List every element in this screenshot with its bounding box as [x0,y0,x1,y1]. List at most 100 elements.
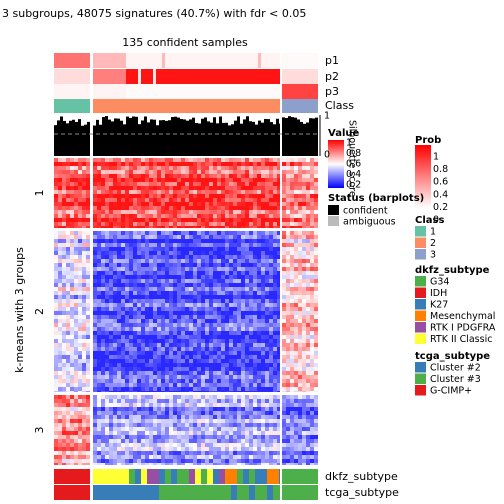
heatmap-cell [93,395,97,399]
heatmap-cell [177,327,181,331]
heatmap-cell [54,463,58,465]
heatmap-cell [189,275,193,279]
heatmap-cell [109,166,113,170]
heatmap-cell [193,287,197,291]
heatmap-cell [290,206,294,210]
heatmap-cell [137,235,141,239]
heatmap-cell [229,415,233,419]
heatmap-cell [54,451,58,455]
heatmap-cell [62,174,66,178]
heatmap-cell [273,291,277,295]
heatmap-cell [149,251,153,255]
heatmap-cell [265,239,269,243]
heatmap-cell [113,323,117,327]
heatmap-cell [265,423,269,427]
heatmap-cell [161,251,165,255]
heatmap-cell [213,447,217,451]
heatmap-cell [58,202,62,206]
heatmap-cell [253,202,257,206]
heatmap-cell [129,218,133,222]
heatmap-cell [273,327,277,331]
heatmap-cell [149,455,153,459]
heatmap-cell [205,243,209,247]
heatmap-cell [70,415,74,419]
heatmap-cell [97,379,101,383]
heatmap-cell [149,431,153,435]
heatmap-cell [253,355,257,359]
heatmap-cell [282,303,286,307]
heatmap-cell [290,367,294,371]
heatmap-cell [58,222,62,226]
row-title: k-means with 3 groups [13,247,26,373]
heatmap-cell [169,351,173,355]
heatmap-cell [62,214,66,218]
heatmap-cell [117,419,121,423]
heatmap-cell [165,259,169,263]
heatmap-cell [241,158,245,162]
heatmap-cell [157,343,161,347]
heatmap-cell [129,423,133,427]
heatmap-cell [310,375,314,379]
heatmap-cell [169,331,173,335]
heatmap-cell [201,431,205,435]
heatmap-cell [282,455,286,459]
heatmap-cell [217,395,221,399]
heatmap-cell [125,287,129,291]
heatmap-cell [153,214,157,218]
heatmap-cell [125,178,129,182]
heatmap-cell [185,218,189,222]
heatmap-cell [54,351,58,355]
heatmap-cell [193,447,197,451]
heatmap-cell [273,463,277,465]
heatmap-cell [282,291,286,295]
heatmap-cell [229,359,233,363]
heatmap-cell [221,279,225,283]
heatmap-cell [109,206,113,210]
heatmap-cell [141,439,145,443]
heatmap-cell [117,271,121,275]
heatmap-cell [149,275,153,279]
heatmap-cell [229,255,233,259]
heatmap-cell [290,359,294,363]
heatmap-cell [157,367,161,371]
heatmap-cell [249,259,253,263]
heatmap-cell [282,307,286,311]
heatmap-cell [66,443,70,447]
heatmap-cell [273,222,277,226]
heatmap-cell [97,331,101,335]
heatmap-cell [233,218,237,222]
heatmap-cell [185,247,189,251]
heatmap-cell [290,218,294,222]
heatmap-cell [237,206,241,210]
heatmap-cell [66,431,70,435]
heatmap-cell [257,311,261,315]
heatmap-cell [58,210,62,214]
heatmap-cell [221,283,225,287]
heatmap-cell [245,299,249,303]
heatmap-cell [157,222,161,226]
heatmap-cell [277,339,280,343]
heatmap-cell [290,174,294,178]
heatmap-cell [82,375,86,379]
heatmap-cell [225,319,229,323]
heatmap-cell [109,343,113,347]
heatmap-cell [221,198,225,202]
heatmap-cell [113,283,117,287]
heatmap-cell [54,407,58,411]
heatmap-cell [286,367,290,371]
heatmap-cell [62,186,66,190]
heatmap-cell [257,395,261,399]
heatmap-cell [101,190,105,194]
heatmap-cell [314,363,318,367]
heatmap-cell [185,367,189,371]
heatmap-cell [229,395,233,399]
heatmap-cell [153,162,157,166]
heatmap-cell [294,391,298,392]
heatmap-cell [133,315,137,319]
heatmap-cell [149,323,153,327]
heatmap-cell [245,283,249,287]
heatmap-cell [129,198,133,202]
heatmap-cell [54,439,58,443]
heatmap-cell [310,455,314,459]
